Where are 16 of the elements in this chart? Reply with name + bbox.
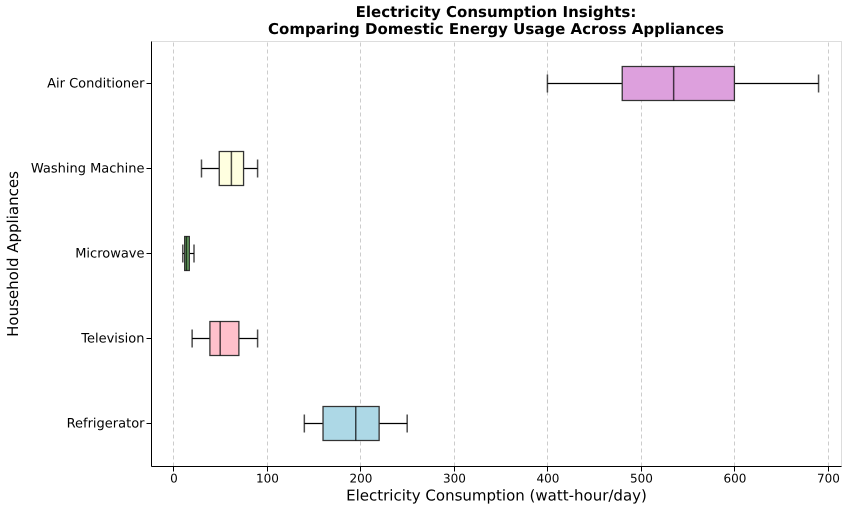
x-tick-label: 500 (630, 472, 653, 486)
y-axis-title: Household Appliances (4, 170, 22, 337)
x-tick-label: 200 (349, 472, 372, 486)
y-tick-label: Washing Machine (30, 162, 144, 176)
x-tick-label: 0 (170, 472, 178, 486)
y-tick-label: Television (80, 332, 144, 346)
x-tick-label: 100 (256, 472, 279, 486)
x-tick-label: 600 (723, 472, 746, 486)
x-tick-label: 400 (536, 472, 560, 486)
chart-title: Electricity Consumption Insights: Comparing Domestic Energy Usage Across Appliances (268, 3, 724, 38)
x-tick-label: 300 (442, 472, 466, 486)
y-tick-label: Air Conditioner (47, 76, 146, 92)
x-axis-title: Electricity Consumption (watt-hour/day) (346, 486, 647, 504)
y-tick-label: Refrigerator (66, 416, 146, 432)
y-tick-label: Microwave (75, 246, 144, 262)
x-tick-label: 700 (816, 472, 840, 486)
